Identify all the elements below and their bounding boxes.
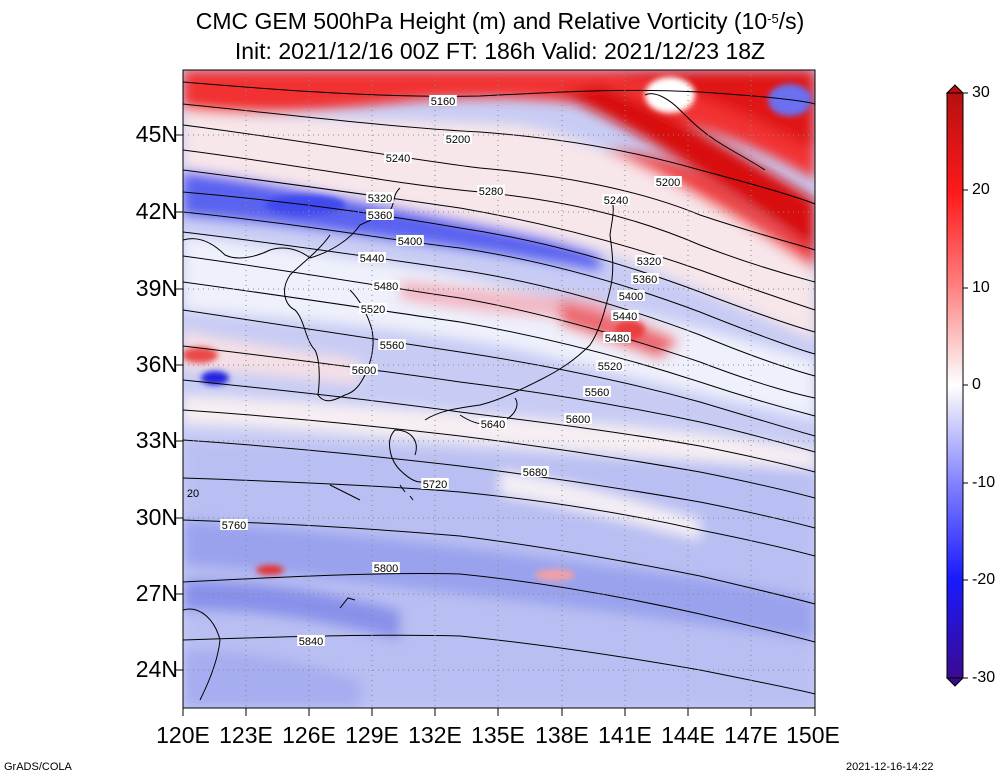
contour-label: 5720 [423,479,447,491]
contour-label-bg [635,255,663,266]
contour-label-bg [583,386,611,397]
lon-label-126e: 126E [282,722,336,748]
contour-label: 5400 [619,291,643,303]
lon-label-129e: 129E [345,722,399,748]
contour-label: 5800 [374,563,398,575]
contour-label-bg [596,360,624,371]
contour-label-bg [611,310,639,321]
edge-contour-label: 20 [187,488,199,500]
colorbar-label-20: 20 [972,181,990,198]
contour-label-bg [521,466,549,477]
contour-label: 5440 [613,311,637,323]
contour-label-bg [631,273,659,284]
lat-label-45n: 45N [135,121,178,147]
axis-ticks [175,134,816,716]
contour-label: 5320 [368,193,392,205]
colorbar-bottom-arrow [945,677,965,687]
contour-label-bg [366,209,394,220]
lat-label-30n: 30N [135,504,178,530]
contour-label: 5680 [523,467,547,479]
chart-title-line1: CMC GEM 500hPa Height (m) and Relative V… [195,8,805,34]
contour-label: 5360 [368,210,392,222]
contour-label: 5280 [479,186,503,198]
contour-label-bg [477,185,505,196]
contour-label: 5320 [637,256,661,268]
chart-title-line2: Init: 2021/12/16 00Z FT: 186h Valid: 202… [234,38,766,64]
contour-label: 5480 [374,281,398,293]
contour-label-bg [479,418,507,429]
colorbar-label-30: 30 [972,84,990,101]
lon-label-138e: 138E [535,722,589,748]
contour-label-bg [372,562,400,573]
lon-label-147e: 147E [724,722,778,748]
lat-label-42n: 42N [135,198,178,224]
contour-label: 5360 [633,274,657,286]
graticule [183,70,815,708]
contour-label: 5520 [361,304,385,316]
contour-label: 5440 [360,253,384,265]
contour-label-bg [220,519,248,530]
contour-label-bg [350,364,378,375]
contour-label: 5600 [352,365,376,377]
contour-label: 5640 [481,419,505,431]
colorbar-label-m30: -30 [972,669,996,686]
contour-label: 5840 [299,636,323,648]
contour-label: 5560 [380,340,404,352]
lon-label-150e: 150E [786,722,840,748]
colorbar-label-m10: -10 [972,474,996,491]
contour-label: 5400 [398,236,422,248]
contour-label-bg [603,332,631,343]
contour-label-bg [564,413,592,424]
contour-label-bg [378,339,406,350]
lon-label-144e: 144E [661,722,715,748]
lon-label-141e: 141E [598,722,652,748]
contour-label: 5760 [222,520,246,532]
contour-label: 5160 [431,96,455,108]
colorbar-label-m20: -20 [972,571,996,588]
lon-label-135e: 135E [471,722,525,748]
contour-label-bg [602,194,630,205]
contour-label-bg [444,133,472,144]
contour-label: 5240 [604,195,628,207]
colorbar-label-10: 10 [972,279,990,296]
lon-label-120e: 120E [156,722,210,748]
contour-label-bg [429,95,457,106]
lat-label-36n: 36N [135,351,178,377]
contour-labels: 5160 5200 5240 5280 5320 5360 5400 5440 5480 5520… [187,95,682,648]
map-frame [182,69,816,709]
lon-label-123e: 123E [219,722,273,748]
contour-label-bg [384,152,412,163]
contour-label-bg [358,252,386,263]
contour-label-bg [396,235,424,246]
contour-label: 5480 [605,333,629,345]
contour-label: 5600 [566,414,590,426]
contour-label-bg [372,280,400,291]
height-contours [183,81,815,695]
contour-label-bg [617,290,645,301]
footer-software: GrADS/COLA [4,761,72,773]
colorbar-label-0: 0 [972,376,981,393]
contour-label: 5560 [585,387,609,399]
contour-label-bg [654,176,682,187]
contour-label: 5520 [598,361,622,373]
lat-label-33n: 33N [135,427,178,453]
contour-label-bg [366,192,394,203]
colorbar-ramp [946,92,964,679]
lat-label-24n: 24N [135,656,178,682]
lat-label-39n: 39N [135,275,178,301]
contour-label: 5240 [386,153,410,165]
contour-label-bg [359,303,387,314]
contour-label: 5200 [656,177,680,189]
contour-label-bg [421,478,449,489]
lat-label-27n: 27N [135,580,178,606]
contour-label: 5200 [446,134,470,146]
colorbar-top-arrow [945,84,965,94]
lon-label-132e: 132E [408,722,462,748]
footer-timestamp: 2021-12-16-14:22 [846,761,934,773]
contour-label-bg [297,635,325,646]
colorbar [945,84,968,687]
